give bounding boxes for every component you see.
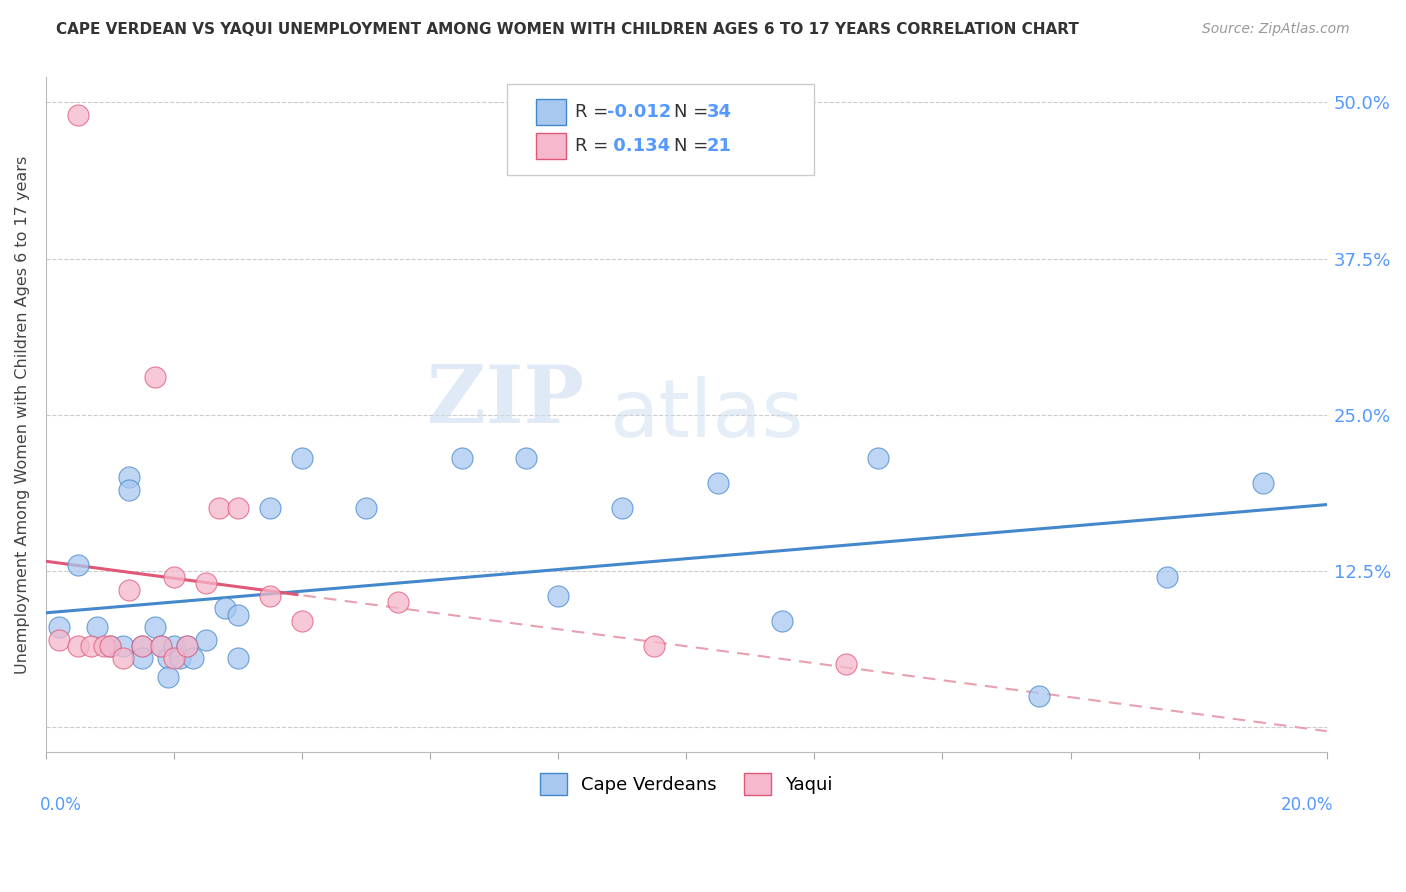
Point bbox=[226, 607, 249, 622]
Point bbox=[131, 651, 153, 665]
Point bbox=[1156, 570, 1178, 584]
Point bbox=[80, 639, 103, 653]
Point bbox=[214, 601, 236, 615]
Text: 21: 21 bbox=[707, 137, 731, 155]
Point bbox=[86, 620, 108, 634]
Point bbox=[868, 451, 890, 466]
Point bbox=[48, 632, 70, 647]
Point bbox=[143, 620, 166, 634]
Point bbox=[111, 651, 134, 665]
Point bbox=[156, 651, 179, 665]
Point bbox=[111, 639, 134, 653]
Point bbox=[131, 639, 153, 653]
Point bbox=[195, 632, 218, 647]
Point bbox=[707, 476, 730, 491]
Point bbox=[169, 651, 191, 665]
Point bbox=[98, 639, 121, 653]
Point bbox=[176, 639, 198, 653]
Point bbox=[259, 589, 281, 603]
Point bbox=[547, 589, 569, 603]
Text: ZIP: ZIP bbox=[427, 362, 583, 440]
Text: 20.0%: 20.0% bbox=[1281, 796, 1333, 814]
Point bbox=[48, 620, 70, 634]
Point bbox=[66, 639, 89, 653]
Point bbox=[118, 582, 141, 597]
Point bbox=[291, 451, 314, 466]
Point bbox=[150, 639, 173, 653]
Text: N =: N = bbox=[673, 137, 713, 155]
Point bbox=[515, 451, 537, 466]
Point bbox=[770, 614, 793, 628]
Point bbox=[163, 570, 186, 584]
Text: Source: ZipAtlas.com: Source: ZipAtlas.com bbox=[1202, 22, 1350, 37]
Point bbox=[354, 501, 377, 516]
Point bbox=[156, 670, 179, 684]
Point bbox=[1251, 476, 1274, 491]
Point bbox=[612, 501, 634, 516]
Text: R =: R = bbox=[575, 103, 614, 120]
Text: R =: R = bbox=[575, 137, 614, 155]
Point bbox=[259, 501, 281, 516]
Point bbox=[208, 501, 231, 516]
Text: -0.012: -0.012 bbox=[607, 103, 671, 120]
Text: CAPE VERDEAN VS YAQUI UNEMPLOYMENT AMONG WOMEN WITH CHILDREN AGES 6 TO 17 YEARS : CAPE VERDEAN VS YAQUI UNEMPLOYMENT AMONG… bbox=[56, 22, 1080, 37]
Point bbox=[291, 614, 314, 628]
FancyBboxPatch shape bbox=[508, 84, 814, 175]
Point bbox=[66, 108, 89, 122]
Text: 0.134: 0.134 bbox=[607, 137, 671, 155]
Point bbox=[1028, 689, 1050, 703]
Point bbox=[143, 370, 166, 384]
Point bbox=[118, 483, 141, 497]
Point bbox=[226, 501, 249, 516]
Point bbox=[98, 639, 121, 653]
Point bbox=[176, 639, 198, 653]
Point bbox=[451, 451, 474, 466]
Point bbox=[226, 651, 249, 665]
Y-axis label: Unemployment Among Women with Children Ages 6 to 17 years: Unemployment Among Women with Children A… bbox=[15, 155, 30, 673]
Point bbox=[181, 651, 204, 665]
Point bbox=[835, 657, 858, 672]
Text: 34: 34 bbox=[707, 103, 731, 120]
Legend: Cape Verdeans, Yaqui: Cape Verdeans, Yaqui bbox=[530, 764, 842, 804]
Point bbox=[163, 651, 186, 665]
Point bbox=[118, 470, 141, 484]
FancyBboxPatch shape bbox=[537, 99, 567, 125]
Text: N =: N = bbox=[673, 103, 713, 120]
FancyBboxPatch shape bbox=[537, 134, 567, 159]
Point bbox=[195, 576, 218, 591]
Point bbox=[66, 558, 89, 572]
Text: atlas: atlas bbox=[609, 376, 804, 454]
Point bbox=[131, 639, 153, 653]
Point bbox=[93, 639, 115, 653]
Point bbox=[387, 595, 409, 609]
Point bbox=[163, 639, 186, 653]
Point bbox=[643, 639, 665, 653]
Text: 0.0%: 0.0% bbox=[39, 796, 82, 814]
Point bbox=[150, 639, 173, 653]
